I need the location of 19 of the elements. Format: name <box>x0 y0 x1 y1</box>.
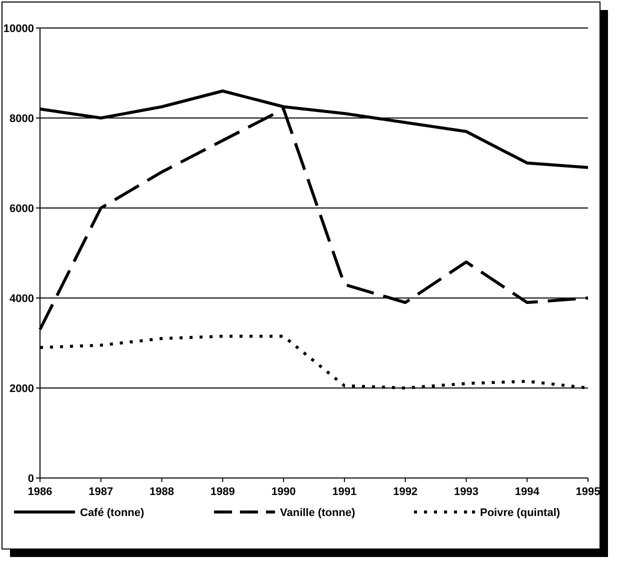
legend-label: Café (tonne) <box>80 506 144 519</box>
x-tick-label: 1992 <box>393 486 418 498</box>
legend-label: Vanille (tonne) <box>280 506 356 519</box>
x-tick-label: 1987 <box>88 486 114 498</box>
y-tick-label: 10000 <box>3 22 34 35</box>
x-tick-label: 1990 <box>271 486 296 498</box>
x-tick-label: 1995 <box>576 486 600 498</box>
legend-label: Poivre (quintal) <box>480 506 560 519</box>
y-tick-label: 0 <box>28 472 34 485</box>
x-tick-label: 1991 <box>332 486 357 498</box>
x-tick-label: 1988 <box>150 486 174 498</box>
x-tick-label: 1986 <box>28 486 52 498</box>
y-tick-label: 6000 <box>10 202 34 215</box>
y-tick-label: 4000 <box>10 292 34 305</box>
y-tick-label: 8000 <box>10 112 34 125</box>
x-tick-label: 1989 <box>210 486 235 498</box>
x-tick-label: 1993 <box>454 486 478 498</box>
y-tick-label: 2000 <box>10 382 34 395</box>
x-tick-label: 1994 <box>514 486 540 498</box>
